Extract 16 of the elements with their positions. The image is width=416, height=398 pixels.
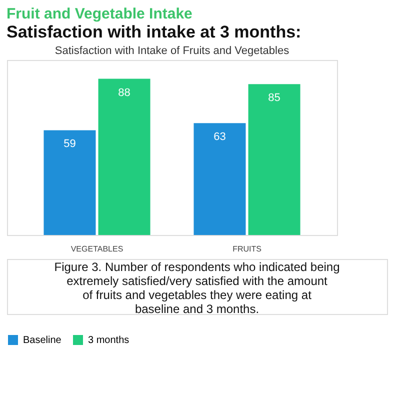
data-label: 88 (118, 86, 130, 99)
caption: Figure 3. Number of respondents who indicated being extremely satisfied/very satisfied with the amount of fruits and vegetables they were eating at baseline and 3 months. (54, 260, 340, 316)
x-tick-label: VEGETABLES (70, 244, 124, 254)
data-label: 63 (214, 131, 226, 144)
bar (194, 123, 246, 235)
bar (98, 78, 150, 235)
bar (248, 84, 300, 235)
x-tick-label: FRUITS (232, 244, 262, 254)
legend-label: Baseline (23, 335, 62, 346)
legend-label: 3 months (88, 335, 130, 346)
chart-title: Fruit and Vegetable Intake (6, 6, 192, 22)
bar (44, 130, 96, 235)
data-label: 85 (268, 92, 280, 104)
text: Satisfaction with Intake of Fruits and Vegetables (54, 45, 290, 57)
data-label: 59 (64, 138, 76, 150)
chart-subtitle: Satisfaction with intake at 3 months: (6, 22, 302, 42)
